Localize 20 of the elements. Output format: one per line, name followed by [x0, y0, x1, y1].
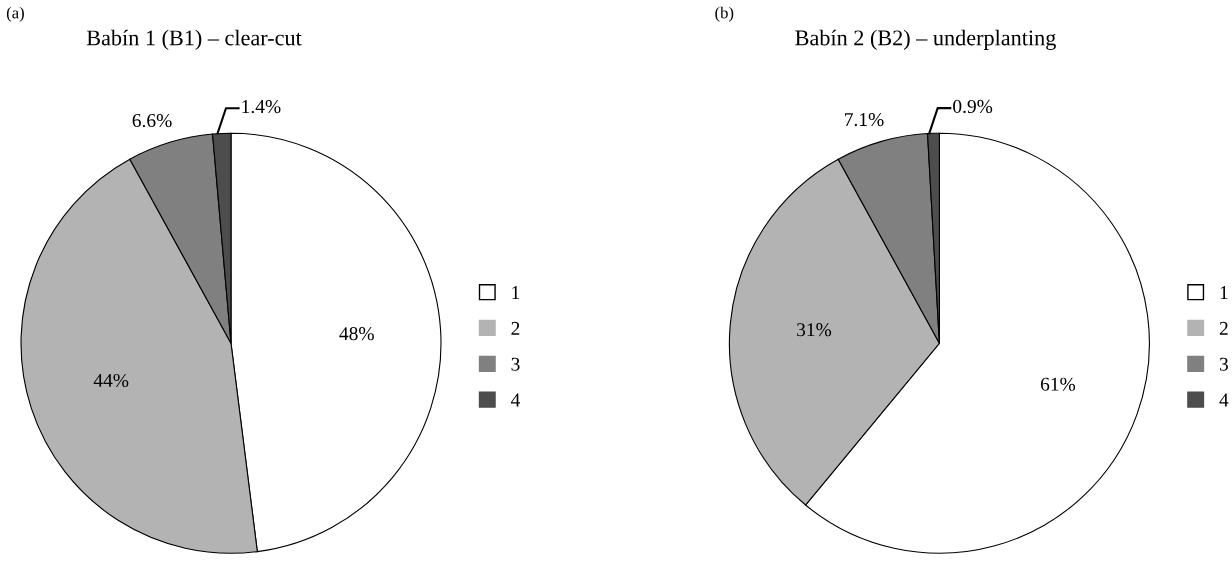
data-label: 61% [1040, 377, 1076, 391]
legend-label: 4 [1219, 393, 1229, 407]
data-label: 44% [93, 373, 129, 388]
data-label: 31% [797, 323, 832, 337]
data-label: 0.9% [953, 99, 993, 114]
text: (b) [715, 6, 734, 22]
chart-title: Babín 2 (B2) – underplanting [795, 29, 1056, 50]
chart-title: Babín 1 (B1) – clear-cut [86, 29, 302, 50]
legend-label: 2 [1219, 321, 1228, 335]
data-label: 48% [339, 327, 374, 341]
text: (a) [6, 6, 24, 22]
legend-label: 4 [510, 393, 521, 407]
data-label: 6.6% [132, 113, 172, 128]
legend-label: 1 [512, 286, 520, 299]
legend-label: 1 [1220, 286, 1228, 299]
data-label: 1.4% [242, 99, 281, 114]
data-label: 7.1% [845, 112, 884, 127]
legend-label: 3 [511, 357, 520, 371]
legend-label: 3 [1219, 357, 1228, 371]
legend-label: 2 [511, 321, 520, 335]
